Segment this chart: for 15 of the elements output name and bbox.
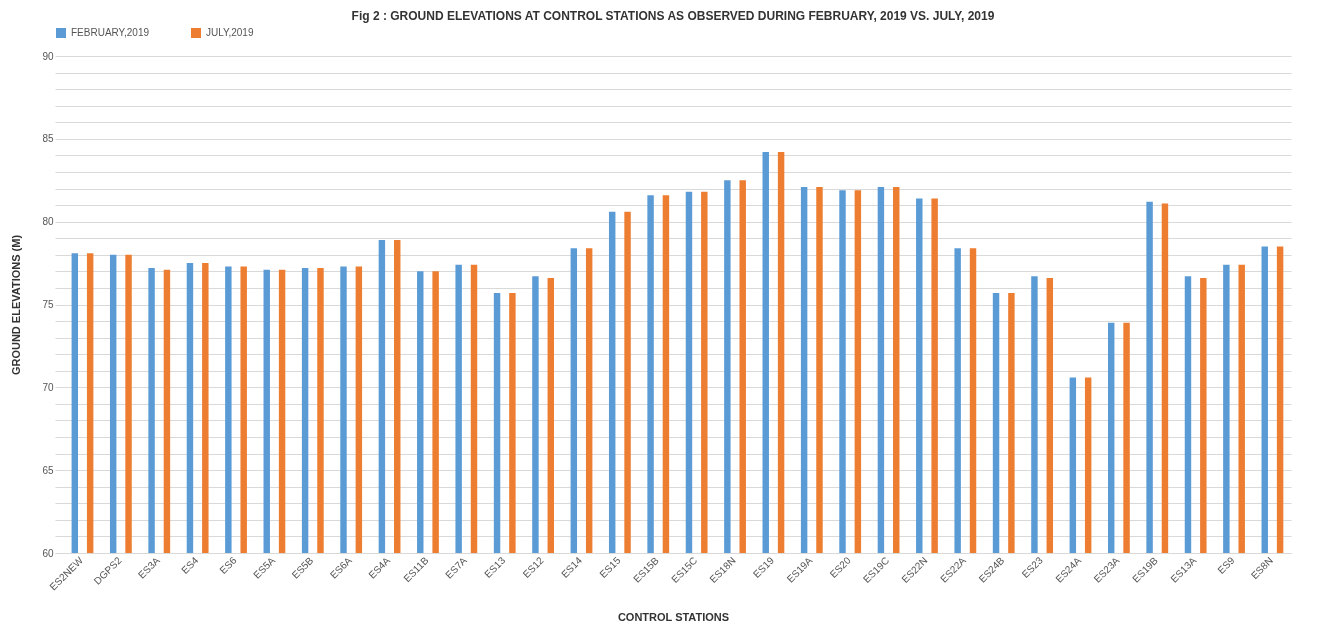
chart-title: Fig 2 : GROUND ELEVATIONS AT CONTROL STATIONS AS OBSERVED DURING FEBRUARY, 2019 VS. JULY, 2019 <box>351 9 995 23</box>
x-tick-label: ES6 <box>217 554 239 576</box>
y-tick-label: 90 <box>42 50 54 62</box>
legend-label: FEBRUARY,2019 <box>71 27 150 38</box>
y-tick-label: 70 <box>42 381 54 393</box>
y-tick-label: 85 <box>42 133 54 145</box>
legend-label: JULY,2019 <box>206 27 254 38</box>
x-tick-label: ES9 <box>1215 554 1237 576</box>
y-axis-title: GROUND ELEVATIONS (M) <box>10 234 23 376</box>
y-tick-label: 80 <box>42 216 54 228</box>
x-tick-label: ES4 <box>179 554 201 576</box>
y-tick-label: 65 <box>42 464 54 476</box>
y-tick-label: 60 <box>42 547 54 559</box>
y-tick-label: 75 <box>42 299 54 310</box>
x-axis-title: CONTROL STATIONS <box>617 611 730 624</box>
